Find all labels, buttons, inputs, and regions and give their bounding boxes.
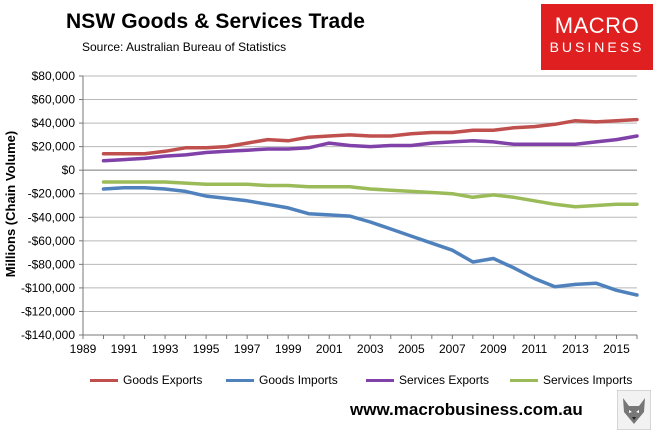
x-tick-label: 2011 <box>522 342 548 356</box>
x-tick-label: 2005 <box>398 342 425 356</box>
series-line-goods-exports <box>101 117 639 156</box>
x-tick-label: 1991 <box>111 342 138 356</box>
legend-swatch-services-exports <box>366 378 394 382</box>
legend-services-exports: Services Exports <box>366 372 489 388</box>
y-tick-label: $40,000 <box>32 116 76 130</box>
y-tick-label: $0 <box>62 163 76 177</box>
axes <box>79 75 638 339</box>
x-tick-label: 2009 <box>480 342 507 356</box>
logo-line-2: BUSINESS <box>549 39 645 55</box>
x-tick-label: 2007 <box>439 342 466 356</box>
x-tick-label: 1995 <box>193 342 220 356</box>
trade-line-chart: $80,000 $60,000 $40,000 $20,000 $0 -$20,000 -$… <box>3 69 639 356</box>
y-tick-label: -$40,000 <box>28 210 76 224</box>
y-tick-label: $20,000 <box>32 140 76 154</box>
legend-goods-exports: Goods Exports <box>90 372 202 388</box>
y-tick-label: -$140,000 <box>21 328 75 342</box>
legend-services-imports: Services Imports <box>510 372 632 388</box>
x-tick-label: 1993 <box>152 342 179 356</box>
legend-label-services-exports: Services Exports <box>399 373 490 387</box>
website-url: www.macrobusiness.com.au <box>350 400 583 419</box>
legend-label-goods-exports: Goods Exports <box>123 373 203 387</box>
source-note: Source: Australian Bureau of Statistics <box>82 40 287 54</box>
y-tick-label: -$100,000 <box>21 281 75 295</box>
page-title: NSW Goods & Services Trade <box>66 10 366 33</box>
y-tick-label: -$80,000 <box>28 257 76 271</box>
x-tick-label: 1999 <box>275 342 302 356</box>
legend-swatch-services-imports <box>510 378 538 382</box>
series-lines <box>101 117 639 297</box>
x-tick-label: 2003 <box>357 342 384 356</box>
legend-label-goods-imports: Goods Imports <box>259 373 338 387</box>
macrobusiness-logo: MACRO BUSINESS <box>541 4 653 70</box>
x-tick-label: 2001 <box>316 342 343 356</box>
chart-legend: Goods Exports Goods Imports Services Exp… <box>90 372 650 388</box>
series-line-goods-imports <box>101 186 639 297</box>
x-tick-label: 2015 <box>603 342 630 356</box>
legend-swatch-goods-exports <box>90 378 118 382</box>
series-line-services-imports <box>101 180 639 209</box>
legend-label-services-imports: Services Imports <box>543 373 633 387</box>
y-tick-label: $80,000 <box>32 69 76 83</box>
y-tick-labels: $80,000 $60,000 $40,000 $20,000 $0 -$20,000 -$… <box>21 69 75 342</box>
logo-line-1: MACRO <box>554 13 640 38</box>
x-tick-label: 1989 <box>70 342 97 356</box>
series-line-services-exports <box>101 134 639 163</box>
y-tick-label: -$60,000 <box>28 234 76 248</box>
wolf-logo-icon <box>617 390 651 430</box>
y-tick-label: -$120,000 <box>21 304 75 318</box>
y-axis-label: Millions (Chain Volume) <box>3 131 18 277</box>
legend-goods-imports: Goods Imports <box>226 372 338 388</box>
x-tick-label: 1997 <box>234 342 261 356</box>
x-tick-labels: 1989 1991 1993 1995 1997 1999 2001 2003 2005 2007… <box>70 342 631 356</box>
legend-swatch-goods-imports <box>226 378 254 382</box>
y-tick-label: -$20,000 <box>28 187 76 201</box>
y-tick-label: $60,000 <box>32 93 76 107</box>
x-tick-label: 2013 <box>562 342 589 356</box>
